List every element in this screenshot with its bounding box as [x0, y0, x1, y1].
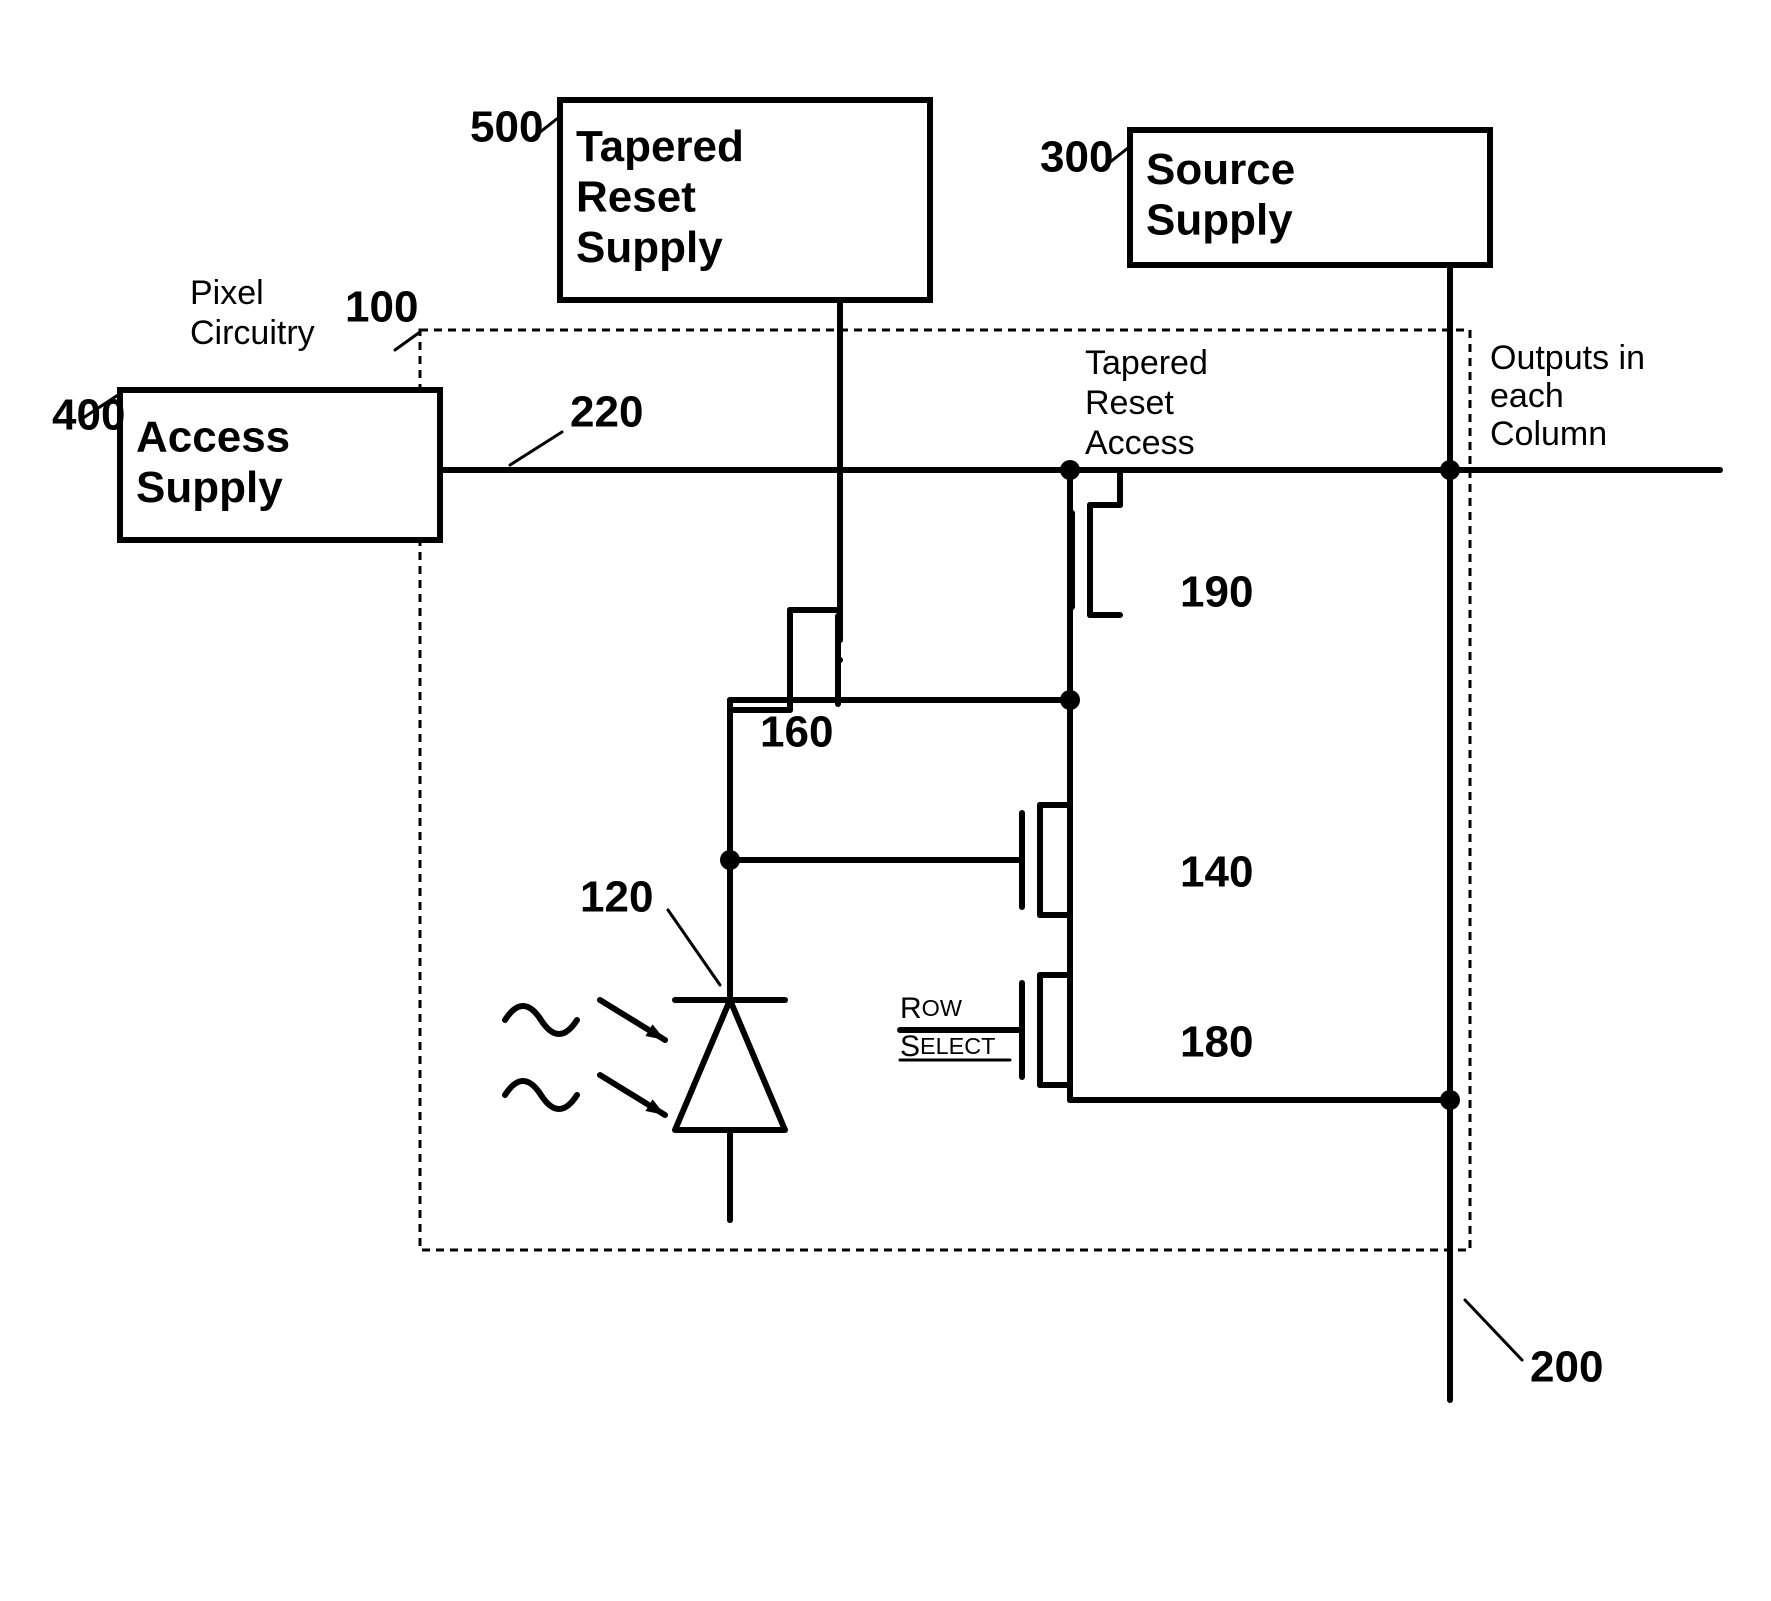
- diagram-shape: [395, 332, 420, 350]
- outputs-label-0: Outputs in: [1490, 339, 1645, 377]
- light-wave-1: [505, 1081, 577, 1109]
- diagram-shape: [1465, 1300, 1522, 1360]
- access-supply-block: AccessSupply: [120, 390, 440, 540]
- diagram-shape: [510, 432, 562, 465]
- diagram-shape: [1440, 1090, 1460, 1110]
- pixel-circuitry-label-1: Pixel: [190, 274, 264, 312]
- outputs-label-1: each: [1490, 377, 1564, 415]
- diagram-shape: [668, 910, 720, 985]
- diagram-shape: [720, 850, 740, 870]
- transistor-160: [730, 610, 840, 710]
- pixel-circuitry-label-2: Circuitry: [190, 314, 315, 352]
- ref180: 180: [1180, 1018, 1253, 1067]
- ref-500: 500: [470, 103, 543, 152]
- ref-100: 100: [345, 283, 418, 332]
- ref190: 190: [1180, 568, 1253, 617]
- ref-220: 220: [570, 388, 643, 437]
- diagram-shape: [1060, 690, 1080, 710]
- access-supply-label-0: Access: [136, 412, 290, 461]
- source-supply-label-0: Source: [1146, 145, 1295, 194]
- source-supply-label-1: Supply: [1146, 195, 1293, 244]
- transistor-140: [1020, 805, 1070, 915]
- ref-120: 120: [580, 873, 653, 922]
- transistor-190: [1070, 505, 1120, 615]
- transistor-180: [1020, 975, 1070, 1085]
- row-select-label-2: SELECT: [900, 1030, 995, 1063]
- tapered-reset-access-label-2: Access: [1085, 424, 1195, 462]
- diagram-shape: [1060, 460, 1080, 480]
- tapered-supply-label-1: Reset: [576, 173, 696, 222]
- ref-200: 200: [1530, 1343, 1603, 1392]
- light-wave-0: [505, 1006, 577, 1034]
- diagram-shape: [675, 1000, 785, 1130]
- ref160: 160: [760, 708, 833, 757]
- ref140: 140: [1180, 848, 1253, 897]
- ref-300: 300: [1040, 133, 1113, 182]
- tapered-supply-label-0: Tapered: [576, 122, 744, 171]
- tapered-supply-block: TaperedResetSupply: [560, 100, 930, 300]
- source-supply-block: SourceSupply: [1130, 130, 1490, 265]
- tapered-reset-access-label-0: Tapered: [1085, 344, 1208, 382]
- tapered-reset-access-label-1: Reset: [1085, 384, 1174, 422]
- diagram-shape: [1440, 460, 1460, 480]
- row-select-label-1: ROW: [900, 992, 962, 1025]
- photodiode-120: [675, 1000, 785, 1220]
- tapered-supply-label-2: Supply: [576, 223, 723, 272]
- access-supply-label-1: Supply: [136, 463, 283, 512]
- light-icon: [505, 1000, 665, 1115]
- outputs-label-2: Column: [1490, 415, 1607, 453]
